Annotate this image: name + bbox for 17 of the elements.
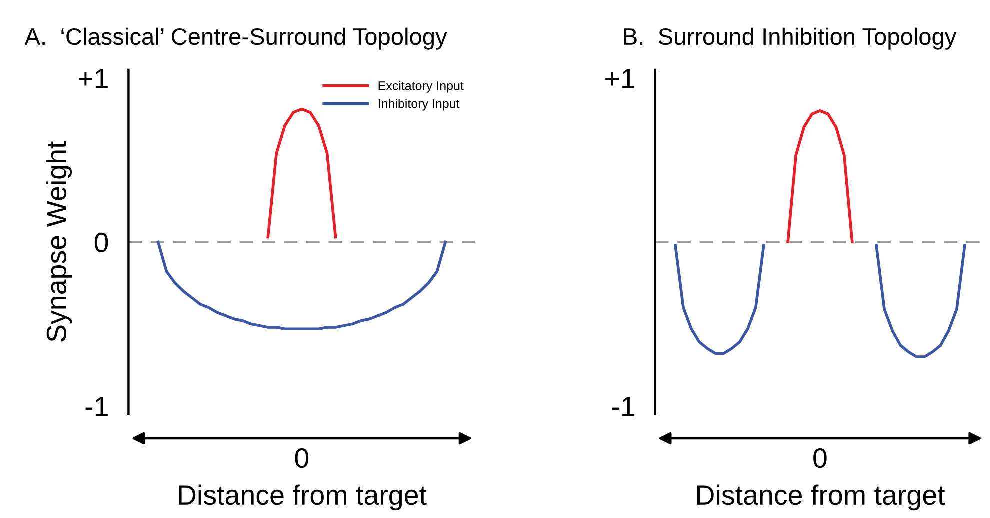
x-axis-title: Distance from target (697, 484, 946, 511)
line-series (786, 110, 854, 244)
chart-title: B. Surround Inhibition Topology (624, 28, 957, 50)
line-series (156, 240, 448, 330)
y-tick-label: +1 (606, 69, 635, 88)
y-tick-label: 0 (94, 232, 108, 253)
y-tick-label: -1 (86, 397, 108, 416)
legend-label: Inhibitory Input (378, 99, 460, 111)
legend-label: Excitatory Input (378, 81, 464, 93)
line-series (674, 244, 766, 356)
line-series (875, 244, 966, 358)
y-tick-label: -1 (612, 397, 635, 416)
x-axis-title: Distance from target (179, 484, 427, 511)
y-tick-label: +1 (78, 69, 108, 88)
line-series (266, 108, 338, 239)
y-axis-title: Synapse Weight (46, 141, 72, 342)
chart-title: A. ‘Classical’ Centre-Surround Topology (24, 28, 448, 50)
